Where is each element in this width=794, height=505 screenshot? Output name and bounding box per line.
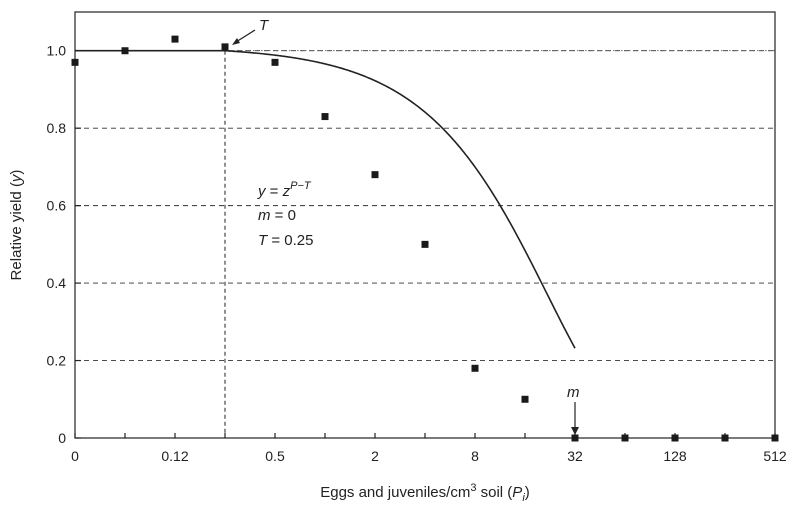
x-tick-label: 8: [471, 448, 479, 464]
y-tick-label: 0.6: [47, 198, 67, 214]
t-annotation-arrow: [232, 29, 256, 45]
m-value-line: m = 0: [258, 207, 296, 224]
data-point: [771, 434, 779, 442]
equation-line: y = zP−T: [257, 180, 312, 200]
t-value-line: T = 0.25: [258, 232, 313, 249]
y-tick-label: 0.2: [47, 353, 67, 369]
x-tick-label: 0: [71, 448, 79, 464]
x-axis-ticks: 0 0.12 0.5 2 8 32 128 512: [71, 433, 787, 464]
data-point: [221, 43, 229, 51]
t-annotation-label: T: [259, 17, 270, 34]
y-tick-label: 0.8: [47, 120, 67, 136]
data-point: [271, 58, 279, 66]
data-point: [471, 364, 479, 372]
x-tick-label: 2: [371, 448, 379, 464]
plot-frame: [74, 11, 776, 439]
data-points: [71, 35, 779, 442]
data-point: [321, 113, 329, 121]
data-point: [621, 434, 629, 442]
y-tick-label: 0.4: [47, 275, 67, 291]
data-point: [721, 434, 729, 442]
x-axis-title: Eggs and juveniles/cm3 soil (Pi): [320, 482, 530, 504]
data-point: [571, 434, 579, 442]
x-tick-label: 0.5: [265, 448, 285, 464]
data-point: [521, 395, 529, 403]
data-point: [121, 47, 129, 55]
x-tick-label: 0.12: [161, 448, 188, 464]
data-point: [71, 58, 79, 66]
y-tick-label: 1.0: [47, 43, 67, 59]
m-annotation-arrow: [571, 402, 579, 435]
y-axis-ticks: 0 0.2 0.4 0.6 0.8 1.0: [47, 43, 81, 446]
data-point: [371, 171, 379, 179]
grid-lines: [75, 50, 775, 361]
y-axis-title: Relative yield (y): [8, 170, 25, 281]
m-annotation-label: m: [567, 384, 580, 401]
x-tick-label: 512: [763, 448, 787, 464]
x-tick-label: 128: [663, 448, 687, 464]
data-point: [671, 434, 679, 442]
x-tick-label: 32: [567, 448, 583, 464]
fitted-curve: [75, 49, 576, 349]
data-point: [171, 35, 179, 43]
y-tick-label: 0: [58, 430, 66, 446]
data-point: [421, 240, 429, 248]
